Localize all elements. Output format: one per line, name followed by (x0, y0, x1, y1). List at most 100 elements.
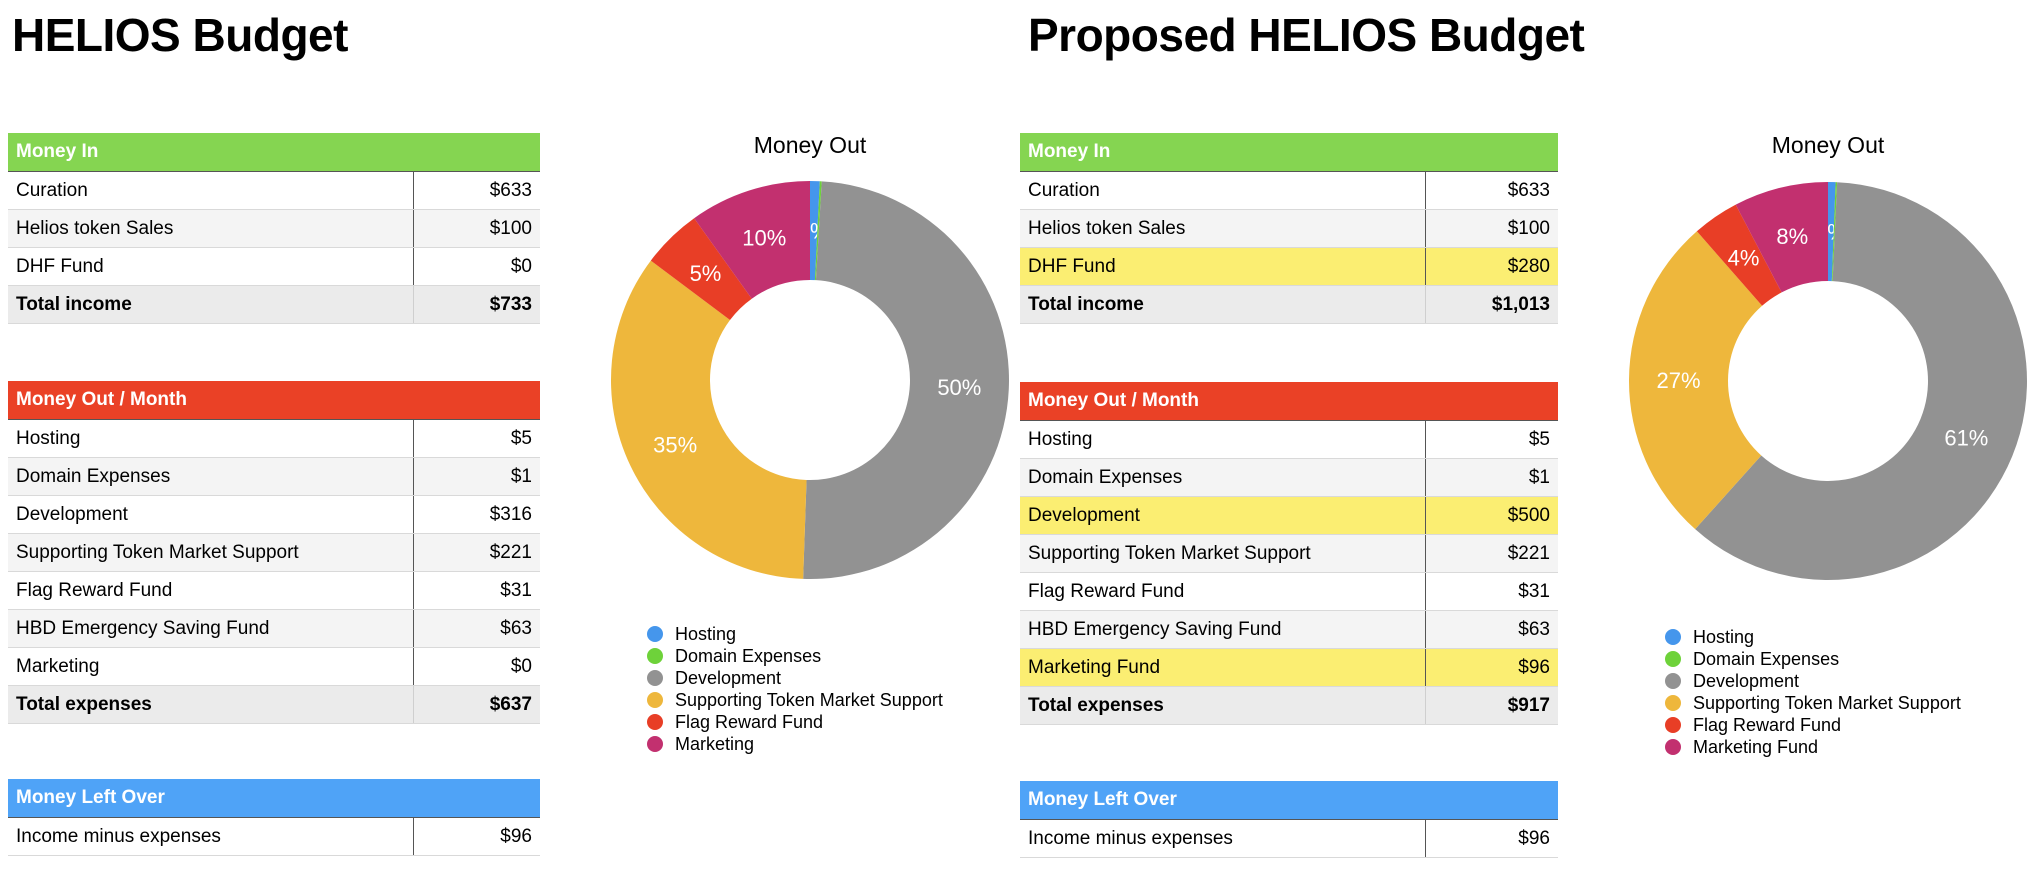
table-row-income-minus-expenses: Income minus expenses $96 (1020, 819, 1558, 858)
legend-swatch (1665, 739, 1681, 755)
row-value: $280 (1425, 247, 1558, 286)
row-value: $1 (1425, 458, 1558, 497)
legend-item-marketing-fund: Marketing Fund (1665, 736, 1961, 758)
table-row-curation: Curation $633 (1020, 171, 1558, 210)
money-out-table-right: Money Out / Month Hosting $5 Domain Expense… (1020, 382, 1558, 725)
row-value: $100 (1425, 209, 1558, 248)
chart-legend-right: Hosting Domain Expenses Development Support… (1665, 626, 1961, 758)
table-row-supporting-token-market-support: Supporting Token Market Support $221 (1020, 534, 1558, 573)
total-label: Total income (8, 285, 414, 324)
row-value: $633 (1425, 171, 1558, 210)
legend-label: Supporting Token Market Support (675, 690, 943, 710)
table-header: Money Left Over (8, 779, 540, 818)
legend-swatch (1665, 717, 1681, 733)
legend-label: Hosting (675, 624, 737, 644)
row-value: $0 (413, 247, 540, 286)
total-value: $637 (413, 685, 540, 724)
legend-swatch (1665, 673, 1681, 689)
row-label: Supporting Token Market Support (1020, 534, 1426, 573)
row-value: $31 (413, 571, 540, 610)
slice-label-marketing-fund: 8% (1776, 224, 1808, 249)
legend-label: Domain Expenses (1693, 649, 1840, 669)
donut-chart-right: 1%61%27%4%8% (1629, 182, 2027, 580)
legend-swatch (647, 736, 663, 752)
slice-development (803, 181, 1009, 579)
row-value: $100 (413, 209, 540, 248)
table-row-marketing: Marketing $0 (8, 647, 540, 686)
slice-development (1695, 182, 2027, 580)
row-label: Curation (1020, 171, 1426, 210)
total-value: $1,013 (1425, 285, 1558, 324)
row-label: Development (1020, 496, 1426, 535)
table-row-hosting: Hosting $5 (8, 419, 540, 458)
legend-label: Development (675, 668, 782, 688)
table-header: Money Out / Month (1020, 382, 1558, 421)
table-row-hbd-emergency-saving-fund: HBD Emergency Saving Fund $63 (1020, 610, 1558, 649)
row-label: Curation (8, 171, 414, 210)
row-label: Hosting (1020, 420, 1426, 459)
row-value: $500 (1425, 496, 1558, 535)
legend-item-domain-expenses: Domain Expenses (1665, 648, 1961, 670)
row-label: Hosting (8, 419, 414, 458)
money-in-table-right: Money In Curation $633 Helios token Sales $1… (1020, 133, 1558, 324)
row-value: $96 (413, 817, 540, 856)
total-label: Total income (1020, 285, 1426, 324)
table-header: Money In (8, 133, 540, 172)
legend-swatch (1665, 695, 1681, 711)
row-value: $316 (413, 495, 540, 534)
money-left-table-right: Money Left Over Income minus expenses $96 (1020, 781, 1558, 858)
table-row-supporting-token-market-support: Supporting Token Market Support $221 (8, 533, 540, 572)
row-value: $5 (413, 419, 540, 458)
table-header: Money In (1020, 133, 1558, 172)
legend-swatch (647, 626, 663, 642)
row-value: $63 (413, 609, 540, 648)
table-row-development: Development $500 (1020, 496, 1558, 535)
legend-item-supporting-token-market-support: Supporting Token Market Support (1665, 692, 1961, 714)
row-label: Domain Expenses (8, 457, 414, 496)
chart-title-right: Money Out (1771, 132, 1885, 158)
total-label: Total expenses (8, 685, 414, 724)
row-label: Marketing Fund (1020, 648, 1426, 687)
money-in-table-left: Money In Curation $633 Helios token Sales $1… (8, 133, 540, 324)
row-label: Income minus expenses (1020, 819, 1426, 858)
legend-item-domain-expenses: Domain Expenses (647, 645, 943, 667)
row-label: HBD Emergency Saving Fund (8, 609, 414, 648)
table-row-curation: Curation $633 (8, 171, 540, 210)
row-label: DHF Fund (8, 247, 414, 286)
legend-label: Hosting (1693, 627, 1755, 647)
table-row-flag-reward-fund: Flag Reward Fund $31 (8, 571, 540, 610)
legend-swatch (647, 714, 663, 730)
slice-domain-expenses (814, 181, 822, 281)
row-value: $96 (1425, 648, 1558, 687)
slice-domain-expenses (1831, 182, 1838, 282)
row-label: HBD Emergency Saving Fund (1020, 610, 1426, 649)
donut-chart-left: 1%50%35%5%10% (611, 181, 1009, 579)
page-title-left: HELIOS Budget (12, 9, 348, 61)
table-row-flag-reward-fund: Flag Reward Fund $31 (1020, 572, 1558, 611)
total-label: Total expenses (1020, 686, 1426, 725)
table-row-marketing-fund: Marketing Fund $96 (1020, 648, 1558, 687)
slice-marketing (694, 181, 810, 299)
slice-label-development: 61% (1944, 426, 1988, 451)
legend-swatch (1665, 651, 1681, 667)
legend-label: Domain Expenses (675, 646, 822, 666)
table-row-domain-expenses: Domain Expenses $1 (1020, 458, 1558, 497)
slice-hosting (1828, 182, 1836, 282)
slice-flag-reward-fund (1696, 204, 1782, 306)
table-row-helios-token-sales: Helios token Sales $100 (8, 209, 540, 248)
table-header: Money Left Over (1020, 781, 1558, 820)
table-row-dhf-fund: DHF Fund $0 (8, 247, 540, 286)
legend-item-flag-reward-fund: Flag Reward Fund (647, 711, 943, 733)
legend-item-marketing: Marketing (647, 733, 943, 755)
slice-flag-reward-fund (650, 218, 752, 320)
legend-label: Marketing (675, 734, 755, 754)
legend-label: Supporting Token Market Support (1693, 693, 1961, 713)
slice-supporting-token-market-support (1629, 231, 1763, 530)
table-row-income-minus-expenses: Income minus expenses $96 (8, 817, 540, 856)
row-value: $5 (1425, 420, 1558, 459)
legend-label: Flag Reward Fund (1693, 715, 1842, 735)
row-value: $1 (413, 457, 540, 496)
legend-item-development: Development (1665, 670, 1961, 692)
table-row-domain-expenses: Domain Expenses $1 (8, 457, 540, 496)
table-row-hbd-emergency-saving-fund: HBD Emergency Saving Fund $63 (8, 609, 540, 648)
